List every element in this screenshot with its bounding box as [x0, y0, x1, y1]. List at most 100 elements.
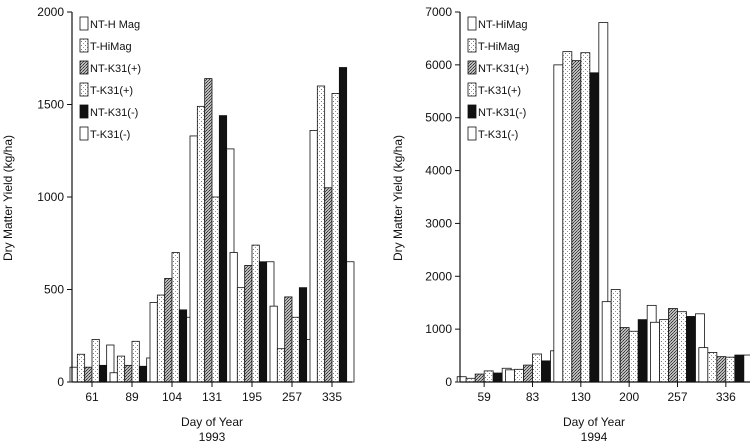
bar-nt-himag: [456, 376, 467, 383]
bar-nt-h-mag: [229, 252, 238, 383]
bar-nt-k31: [589, 72, 600, 383]
year-label: 1993: [199, 430, 226, 444]
legend: NT-H Mag T-HiMag NT-K31(+) T-K31(+) NT-K31(-…: [77, 14, 141, 148]
bars: [456, 22, 750, 383]
bar-nt-k31: [124, 364, 133, 383]
legend-label: T-K31(-): [90, 129, 130, 141]
bar-nt-k31: [298, 287, 308, 383]
bar-t-k31: [580, 52, 591, 383]
y-tick-label: 1000: [37, 190, 64, 204]
bar-nt-h-mag: [109, 372, 118, 383]
y-tick-label: 0: [57, 375, 64, 389]
legend-label: T-K31(+): [90, 85, 133, 97]
bar-nt-himag: [553, 64, 564, 383]
bar-nt-k31: [619, 327, 630, 383]
year-label: 1994: [581, 430, 608, 444]
x-tick-label: 104: [162, 390, 182, 404]
bar-t-himag: [316, 85, 326, 383]
bar-t-himag: [562, 51, 573, 383]
x-axis-title: Day of Year: [181, 415, 243, 429]
bar-t-k31: [483, 370, 494, 383]
x-tick-label: 335: [322, 390, 342, 404]
legend-label: NT-K31(+): [478, 63, 529, 75]
y-tick-label: 2000: [425, 269, 452, 283]
legend-swatch: [467, 60, 477, 75]
axes: [71, 12, 352, 383]
bar-nt-h-mag: [69, 366, 78, 383]
bar-nt-k31: [138, 365, 148, 383]
bar-t-himag: [76, 353, 86, 383]
chart-1994: Dry Matter Yield (kg/ha) Day of Year 199…: [391, 5, 750, 444]
y-tick-label: 4000: [425, 164, 452, 178]
bar-t-himag: [276, 348, 286, 383]
bar-nt-k31: [637, 319, 648, 383]
bar-t-k31: [331, 93, 340, 383]
bar-nt-k31: [492, 372, 503, 383]
bar-nt-k31: [474, 373, 485, 383]
legend-swatch: [467, 126, 477, 141]
x-tick-label: 131: [202, 390, 222, 404]
x-tick-label: 336: [716, 390, 736, 404]
bar-nt-k31: [686, 316, 696, 383]
legend-label: NT-K31(-): [90, 107, 138, 119]
legend-label: NT-K31(-): [478, 107, 526, 119]
y-tick-label: 0: [445, 375, 452, 389]
bar-nt-k31: [668, 308, 678, 383]
legend-swatch: [467, 16, 477, 31]
legend-swatch: [467, 82, 477, 97]
bar-t-himag: [236, 287, 246, 383]
y-tick-label: 1000: [425, 322, 452, 336]
bar-nt-k31: [284, 296, 293, 383]
bar-nt-k31: [541, 360, 551, 383]
legend-swatch: [79, 60, 89, 75]
legend-label: NT-K31(+): [90, 63, 141, 75]
y-axis-title: Dry Matter Yield (kg/ha): [391, 135, 405, 261]
bar-t-k31: [211, 196, 220, 383]
bar-nt-h-mag: [149, 302, 158, 383]
bar-nt-k31: [338, 67, 348, 383]
legend-label: T-K31(-): [478, 129, 518, 141]
x-axis-title: Day of Year: [563, 415, 625, 429]
y-tick-label: 6000: [425, 58, 452, 72]
y-tick-label: 1500: [37, 98, 64, 112]
x-tick-label: 257: [282, 390, 302, 404]
bar-nt-himag: [698, 347, 709, 383]
bar-t-himag: [659, 319, 669, 383]
bar-nt-k31: [98, 364, 108, 383]
bar-nt-himag: [650, 321, 660, 383]
bar-nt-h-mag: [309, 129, 318, 383]
bar-t-himag: [707, 351, 718, 383]
bar-nt-k31: [716, 356, 727, 383]
legend-label: T-HiMag: [90, 41, 132, 53]
bar-t-k31: [532, 353, 542, 383]
bar-t-himag: [514, 368, 524, 383]
legend-swatch: [79, 126, 89, 141]
bar-nt-k31: [523, 364, 533, 383]
legend-swatch: [79, 104, 89, 119]
bar-t-k31: [251, 244, 260, 383]
y-axis-title: Dry Matter Yield (kg/ha): [1, 135, 15, 261]
bar-nt-k31: [84, 366, 93, 383]
y-tick-label: 3000: [425, 216, 452, 230]
bar-nt-himag: [505, 369, 515, 383]
bar-nt-k31: [244, 265, 253, 383]
bar-t-k31: [346, 261, 355, 383]
x-tick-label: 89: [125, 390, 139, 404]
bar-t-k31: [91, 339, 100, 383]
bar-t-himag: [610, 289, 621, 383]
legend-background: [465, 14, 543, 148]
y-tick-label: 2000: [37, 5, 64, 19]
legend-label: T-HiMag: [478, 41, 520, 53]
legend-label: NT-HiMag: [478, 19, 528, 31]
x-tick-label: 130: [571, 390, 591, 404]
chart-1993: Dry Matter Yield (kg/ha) Day of Year 199…: [1, 5, 355, 444]
bar-nt-k31: [734, 354, 745, 383]
bar-t-himag: [196, 105, 206, 383]
bar-nt-k31: [324, 187, 333, 383]
x-tick-label: 257: [667, 390, 687, 404]
legend: NT-HiMag T-HiMag NT-K31(+) T-K31(+) NT-K31(-…: [465, 14, 543, 148]
bar-t-k31: [725, 356, 736, 383]
x-tick-label: 61: [85, 390, 99, 404]
bar-nt-k31: [204, 78, 213, 383]
